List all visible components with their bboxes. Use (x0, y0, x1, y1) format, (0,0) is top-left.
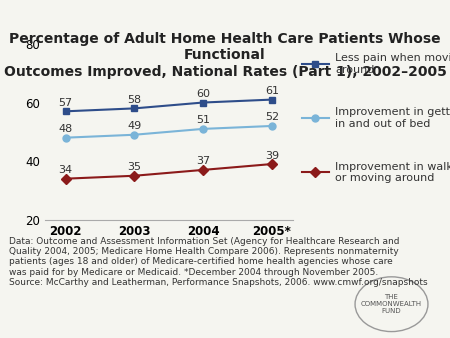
Text: Data: Outcome and Assessment Information Set (Agency for Healthcare Research and: Data: Outcome and Assessment Information… (9, 237, 428, 287)
Text: 61: 61 (265, 86, 279, 96)
Text: Improvement in getting
in and out of bed: Improvement in getting in and out of bed (335, 107, 450, 129)
Text: 48: 48 (58, 124, 73, 134)
Text: 51: 51 (196, 115, 210, 125)
Text: 52: 52 (265, 113, 279, 122)
Text: 57: 57 (58, 98, 73, 108)
Text: 58: 58 (127, 95, 141, 105)
Text: THE
COMMONWEALTH
FUND: THE COMMONWEALTH FUND (361, 294, 422, 314)
Text: 60: 60 (196, 89, 210, 99)
Text: 39: 39 (265, 150, 279, 161)
Text: Less pain when moving
around: Less pain when moving around (335, 53, 450, 75)
Text: 37: 37 (196, 156, 210, 166)
Text: 34: 34 (58, 165, 73, 175)
Text: 49: 49 (127, 121, 141, 131)
Text: Percentage of Adult Home Health Care Patients Whose Functional
Outcomes Improved: Percentage of Adult Home Health Care Pat… (4, 32, 446, 78)
Text: Improvement in walking
or moving around: Improvement in walking or moving around (335, 162, 450, 183)
Text: 35: 35 (127, 162, 141, 172)
